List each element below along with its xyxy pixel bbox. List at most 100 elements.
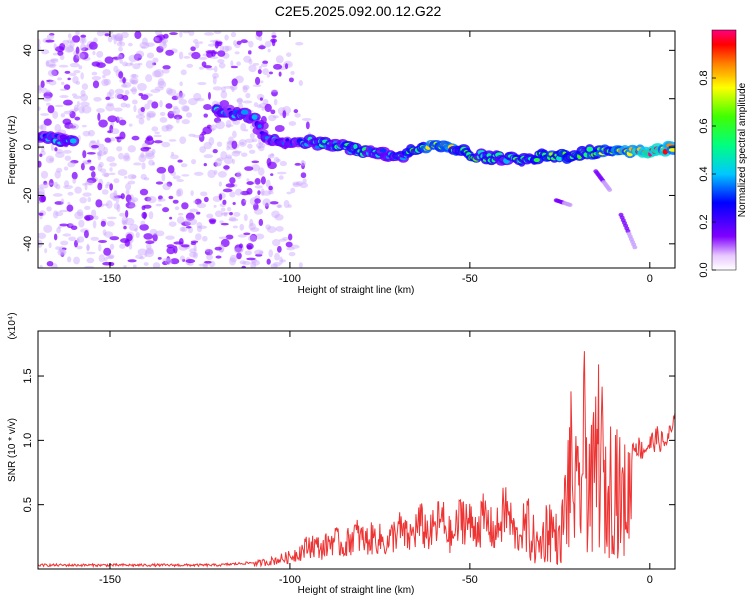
noise-speck xyxy=(234,172,242,177)
noise-speck xyxy=(167,110,175,119)
noise-speck xyxy=(49,157,54,162)
noise-speck xyxy=(54,147,58,152)
noise-speck xyxy=(121,219,126,225)
noise-speck xyxy=(114,32,124,42)
noise-speck xyxy=(128,242,133,250)
noise-speck xyxy=(98,161,104,168)
spectrogram-y-axis-label: Frequency (Hz) xyxy=(7,116,18,185)
noise-speck xyxy=(165,235,175,240)
noise-speck xyxy=(232,202,236,205)
noise-speck xyxy=(54,123,62,133)
noise-speck xyxy=(39,153,43,158)
noise-speck xyxy=(191,51,201,60)
noise-speck xyxy=(96,31,105,37)
noise-speck xyxy=(213,162,218,167)
noise-speck xyxy=(122,76,126,84)
noise-speck xyxy=(99,168,107,173)
noise-speck xyxy=(236,98,244,103)
noise-speck xyxy=(131,174,137,179)
noise-speck xyxy=(198,133,205,142)
noise-speck xyxy=(258,138,262,145)
noise-speck xyxy=(252,62,260,66)
noise-speck xyxy=(78,219,85,228)
noise-speck xyxy=(115,37,124,42)
noise-speck xyxy=(67,77,71,81)
noise-speck xyxy=(109,243,115,250)
noise-speck xyxy=(242,84,250,90)
noise-speck xyxy=(301,117,312,121)
noise-speck xyxy=(265,224,271,230)
noise-speck xyxy=(192,135,203,138)
noise-speck xyxy=(39,195,46,203)
noise-speck xyxy=(91,71,98,76)
noise-speck xyxy=(242,261,251,266)
noise-speck xyxy=(81,124,87,128)
noise-speck xyxy=(302,178,307,184)
noise-speck xyxy=(231,78,238,87)
noise-speck xyxy=(197,81,207,86)
y-tick-label: 0.5 xyxy=(22,497,34,512)
noise-speck xyxy=(114,34,123,42)
noise-speck xyxy=(38,183,49,189)
noise-speck xyxy=(114,88,124,95)
noise-speck xyxy=(90,236,99,241)
noise-speck xyxy=(249,233,258,242)
noise-speck xyxy=(166,181,173,187)
noise-speck xyxy=(212,148,218,154)
colorbar-tick-label: 0.6 xyxy=(698,118,710,133)
noise-speck xyxy=(290,71,295,75)
noise-speck xyxy=(220,151,228,160)
noise-speck xyxy=(217,171,227,178)
noise-speck xyxy=(145,136,154,141)
noise-speck xyxy=(181,244,190,248)
noise-speck xyxy=(132,63,141,70)
noise-speck xyxy=(249,227,260,232)
noise-speck xyxy=(266,258,271,265)
noise-speck xyxy=(50,143,54,152)
noise-speck xyxy=(236,40,242,45)
noise-speck xyxy=(122,155,131,162)
noise-speck xyxy=(133,162,142,166)
noise-speck xyxy=(286,52,292,57)
noise-speck xyxy=(257,145,261,149)
noise-speck xyxy=(206,213,214,219)
noise-speck xyxy=(254,198,261,204)
noise-speck xyxy=(130,74,139,79)
noise-speck xyxy=(157,80,167,89)
noise-speck xyxy=(248,235,258,242)
noise-speck xyxy=(106,255,114,260)
noise-speck xyxy=(67,161,76,168)
x-tick-label: -50 xyxy=(462,273,478,285)
track-core xyxy=(533,157,540,163)
noise-speck xyxy=(179,31,183,38)
noise-speck xyxy=(157,195,163,200)
noise-speck xyxy=(172,175,181,180)
noise-speck xyxy=(162,207,170,213)
noise-speck xyxy=(98,239,107,244)
noise-speck xyxy=(71,93,78,97)
noise-speck xyxy=(97,151,101,156)
noise-speck xyxy=(63,99,73,106)
noise-speck xyxy=(129,77,139,85)
y-tick-label: -20 xyxy=(22,187,34,203)
noise-speck xyxy=(260,188,265,197)
noise-speck xyxy=(130,79,136,84)
noise-speck xyxy=(226,145,230,151)
noise-speck xyxy=(246,181,254,186)
noise-speck xyxy=(178,98,188,105)
noise-speck xyxy=(86,251,96,255)
track-core xyxy=(69,138,77,144)
noise-speck xyxy=(100,220,106,227)
noise-speck xyxy=(135,50,145,58)
noise-speck xyxy=(66,204,74,212)
noise-speck xyxy=(154,131,160,135)
noise-speck xyxy=(109,236,120,241)
noise-speck xyxy=(219,220,224,224)
noise-speck xyxy=(193,92,202,101)
noise-speck xyxy=(109,162,117,167)
x-tick-label: -100 xyxy=(279,574,301,586)
noise-speck xyxy=(96,150,105,157)
noise-speck xyxy=(103,173,110,178)
noise-speck xyxy=(125,183,132,191)
noise-speck xyxy=(63,166,69,171)
